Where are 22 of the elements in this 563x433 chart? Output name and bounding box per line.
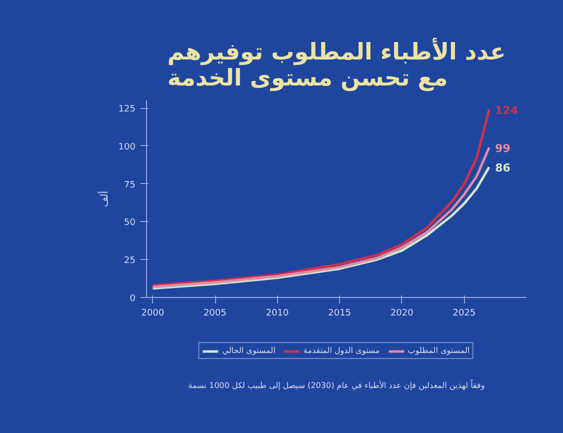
x-tick-label: 2000 <box>141 308 164 318</box>
data-label: 86 <box>495 162 511 175</box>
x-tick-label: 2015 <box>328 308 352 318</box>
y-axis-title: ألف <box>97 190 110 208</box>
chart-title: عدد الأطباء المطلوب توفيرهم مع تحسن مستوى الخدمة <box>167 38 506 92</box>
text: وفقاً لهذين المعدلين فإن عدد الأطباء في عام (2030) سيصل إلى طبيب لكل 1000 نسمة <box>188 379 485 390</box>
y-tick-label: 100 <box>118 142 136 152</box>
x-tick-label: 2005 <box>204 308 226 318</box>
x-tick-label: 2025 <box>452 308 476 318</box>
data-label: 99 <box>495 142 510 155</box>
legend-label: مستوى الدول المتقدمة <box>303 346 380 355</box>
line-series <box>151 108 490 287</box>
y-tick-label: 50 <box>124 218 136 228</box>
data-label: 124 <box>495 104 518 118</box>
y-tick-label: 0 <box>130 294 136 304</box>
legend-label: المستوى المطلوب <box>408 346 470 355</box>
x-tick-label: 2010 <box>266 308 290 318</box>
x-tick-label: 2020 <box>390 308 414 318</box>
y-tick-label: 25 <box>124 256 136 266</box>
y-tick-label: 75 <box>124 180 136 190</box>
legend-label: المستوى الحالي <box>222 346 276 355</box>
y-tick-label: 125 <box>118 104 136 115</box>
